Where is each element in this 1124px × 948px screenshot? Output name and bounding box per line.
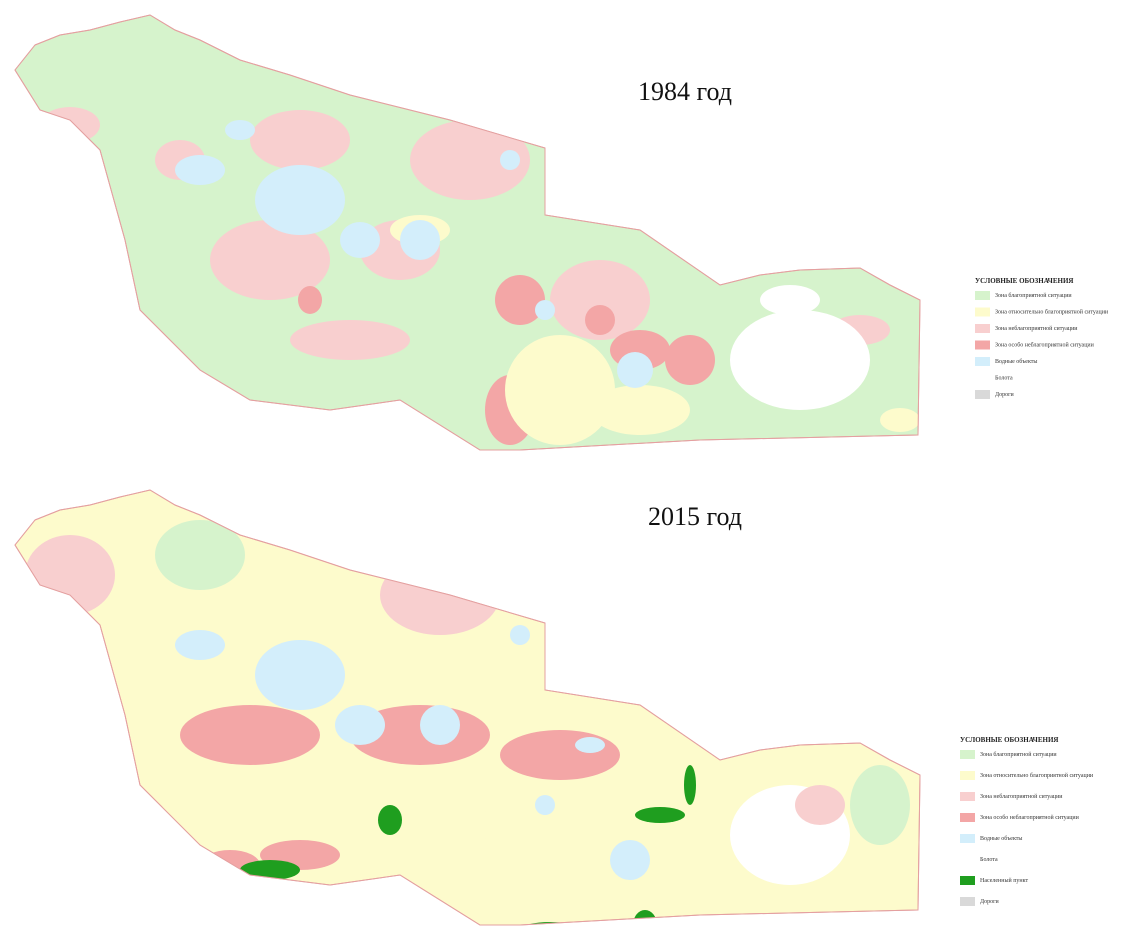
legend-label: Дороги (995, 392, 1015, 398)
zone (850, 765, 910, 845)
zone (298, 286, 322, 314)
zone (400, 220, 440, 260)
zone (500, 150, 520, 170)
zone (410, 120, 530, 200)
zone (590, 385, 690, 435)
legend-swatch (960, 750, 975, 759)
legend-label: Зона особо неблагоприятной ситуации (980, 814, 1080, 821)
legend-swatch (960, 813, 975, 822)
legend-label: Зона благоприятной ситуации (980, 751, 1057, 758)
settlement (378, 805, 402, 835)
zone (225, 120, 255, 140)
region-border (14, 489, 921, 926)
legend-swatch (975, 307, 990, 317)
zone (335, 705, 385, 745)
legend-swatch (975, 373, 990, 383)
zones (25, 520, 910, 943)
legend-label: Зона неблагоприятной ситуации (980, 793, 1063, 800)
legend-swatch (975, 324, 990, 333)
zone (535, 300, 555, 320)
zone (420, 705, 460, 745)
zone (155, 520, 245, 590)
zone (795, 785, 845, 825)
zone (880, 408, 920, 432)
legend-label: Зона особо неблагоприятной ситуации (995, 342, 1095, 349)
zone (350, 785, 490, 865)
legend-swatch (960, 771, 975, 780)
map-title: 1984 год (638, 77, 732, 106)
zone (760, 285, 820, 315)
legend-swatch (960, 855, 975, 864)
zone (617, 352, 653, 388)
zone (730, 310, 870, 410)
zone (610, 840, 650, 880)
zone (175, 155, 225, 185)
zone (490, 835, 630, 915)
legend-label: Зона неблагоприятной ситуации (995, 325, 1078, 332)
zone (210, 220, 330, 300)
zone (495, 275, 545, 325)
map: 2015 год УСЛОВНЫЕ ОБОЗНАЧЕНИЯ Зона благопр… (14, 489, 1094, 943)
settlement (635, 807, 685, 823)
zone (340, 222, 380, 258)
zone (250, 110, 350, 170)
map: 1984 год УСЛОВНЫЕ ОБОЗНАЧЕНИЯ Зона благопр… (14, 14, 1109, 451)
zone (505, 335, 615, 445)
zone (550, 260, 650, 340)
region-border (14, 14, 921, 451)
legend-label: Водные объекты (995, 358, 1037, 365)
zone (160, 780, 340, 850)
legend-swatch (960, 792, 975, 801)
zone (290, 320, 410, 360)
zone (500, 730, 620, 780)
zone (575, 737, 605, 753)
zones (40, 107, 920, 445)
legend-label: Зона относительно благоприятной ситуации (980, 772, 1094, 779)
zone (665, 335, 715, 385)
legend-swatch (975, 390, 990, 399)
zone (585, 305, 615, 335)
legend-swatch (960, 876, 975, 885)
legend-swatch (960, 897, 975, 906)
legend-swatch (975, 291, 990, 300)
legend-label: Населенный пункт (980, 877, 1028, 884)
zone (255, 640, 345, 710)
legend-label: Зона благоприятной ситуации (995, 292, 1072, 299)
legend-label: Зона относительно благоприятной ситуации (995, 309, 1109, 316)
zone (380, 555, 500, 635)
zone (40, 107, 100, 143)
zone (175, 630, 225, 660)
legend-label: Болота (980, 857, 998, 863)
zone (510, 625, 530, 645)
legend-label: Водные объекты (980, 835, 1022, 842)
zone (180, 705, 320, 765)
settlement (425, 927, 475, 943)
zone (255, 165, 345, 235)
map-title: 2015 год (648, 502, 742, 531)
legend-title: УСЛОВНЫЕ ОБОЗНАЧЕНИЯ (975, 277, 1073, 285)
zone (25, 535, 115, 615)
legend-label: Болота (995, 376, 1013, 382)
legend-swatch (975, 340, 990, 350)
legend-swatch (975, 357, 990, 366)
legend-swatch (960, 834, 975, 843)
zone (535, 795, 555, 815)
legend-title: УСЛОВНЫЕ ОБОЗНАЧЕНИЯ (960, 736, 1058, 744)
settlement (684, 765, 696, 805)
legend-label: Дороги (980, 899, 1000, 905)
zone (620, 775, 680, 835)
settlement (240, 860, 300, 880)
settlement (633, 910, 657, 925)
